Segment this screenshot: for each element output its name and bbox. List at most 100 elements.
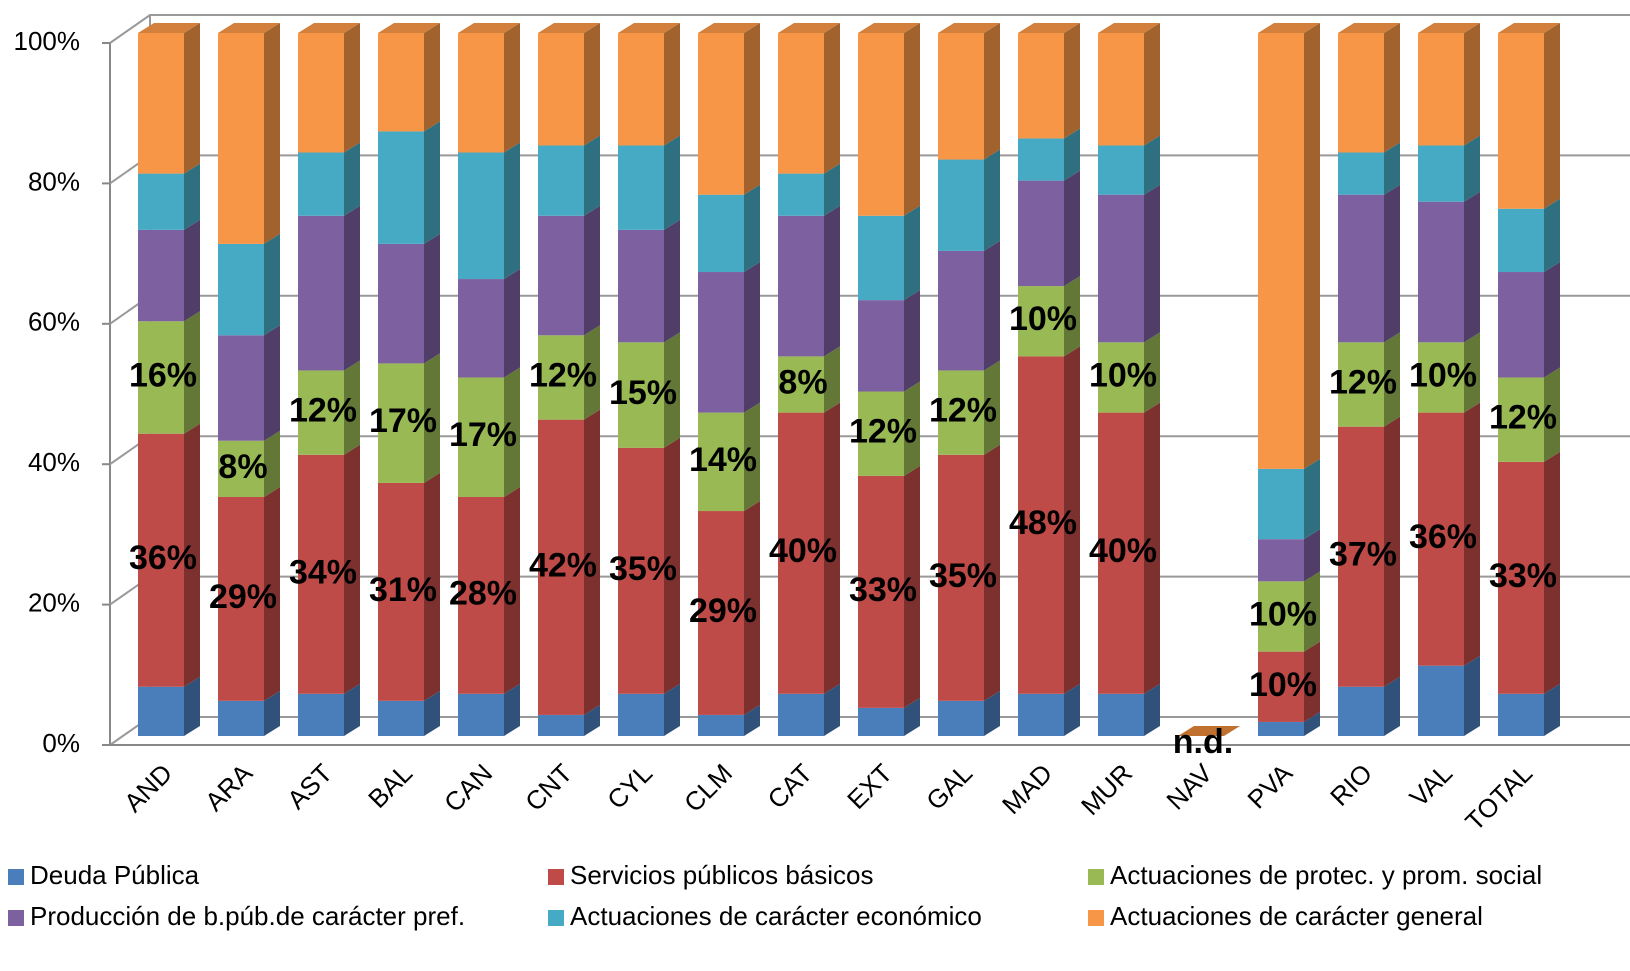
bar-top: [778, 23, 840, 33]
bar-side: [1384, 416, 1400, 687]
bar-top: [618, 23, 680, 33]
value-label: 33%: [1489, 557, 1557, 595]
bar-side: [1144, 184, 1160, 343]
bar-segment: [218, 700, 264, 736]
bar-segment: [298, 693, 344, 736]
bar-top: [938, 23, 1000, 33]
legend-label: Actuaciones de carácter general: [1110, 901, 1483, 931]
bar-side: [1064, 346, 1080, 694]
bar-top: [1418, 23, 1480, 33]
value-label: 17%: [449, 416, 517, 454]
bar-segment: [1418, 33, 1464, 146]
bar-segment: [1258, 33, 1304, 469]
bar-segment: [218, 33, 264, 244]
bar-segment: [458, 33, 504, 153]
bar-side: [824, 205, 840, 357]
bar-segment: [298, 454, 344, 694]
bar-side: [504, 683, 520, 736]
x-tick-label: ARA: [199, 757, 258, 816]
value-label: 10%: [1089, 356, 1157, 394]
bar-side: [1144, 332, 1160, 413]
bar-segment: [538, 215, 584, 336]
value-label: 10%: [1249, 666, 1317, 704]
bar-side: [1304, 641, 1320, 722]
bar-side: [984, 240, 1000, 371]
value-label: 35%: [929, 557, 997, 595]
legend-swatch: [8, 869, 24, 885]
value-label: 48%: [1009, 504, 1077, 542]
bar-segment: [698, 714, 744, 736]
value-label: 8%: [218, 448, 267, 486]
legend-swatch: [548, 910, 564, 926]
bar-segment: [538, 714, 584, 736]
bar-side: [504, 269, 520, 378]
bar-segment: [538, 145, 584, 216]
bar-side: [1544, 198, 1560, 273]
value-label: 29%: [209, 578, 277, 616]
bar-segment: [1018, 286, 1064, 357]
bar-side: [1544, 451, 1560, 694]
bar-segment: [1498, 461, 1544, 694]
bar-segment: [378, 482, 424, 701]
x-tick-label: AST: [281, 758, 338, 815]
y-tick-label: 40%: [28, 447, 80, 477]
bar-side: [584, 704, 600, 736]
bar-side: [1304, 571, 1320, 652]
bar-side: [1144, 135, 1160, 195]
bar-side: [504, 23, 520, 153]
value-label: 12%: [929, 392, 997, 430]
bar-segment: [1418, 412, 1464, 666]
bar-segment: [1338, 33, 1384, 153]
bar-side: [1544, 683, 1560, 736]
bar-segment: [538, 335, 584, 420]
bar-segment: [618, 229, 664, 343]
bar-side: [184, 163, 200, 230]
bar-segment: [138, 433, 184, 687]
bar-side: [984, 360, 1000, 455]
bar-side: [344, 683, 360, 736]
value-label: 8%: [778, 363, 827, 401]
bar-segment: [698, 412, 744, 512]
bar-side: [184, 311, 200, 434]
bar-segment: [1418, 201, 1464, 343]
x-tick-label: CLM: [678, 758, 738, 818]
bar-side: [1144, 23, 1160, 146]
bar-side: [504, 142, 520, 280]
x-tick-label: CNT: [519, 758, 578, 817]
bar-segment: [218, 335, 264, 441]
bar-segment: [1258, 581, 1304, 652]
bar-side: [1544, 23, 1560, 209]
bar-side: [264, 233, 280, 336]
x-tick-label: MAD: [996, 758, 1058, 820]
bar-top: [698, 23, 760, 33]
bar-side: [1304, 23, 1320, 469]
bar-side: [1384, 676, 1400, 736]
bar-segment: [138, 321, 184, 434]
value-label: 10%: [1009, 300, 1077, 338]
bar-segment: [778, 215, 824, 357]
bar-segment: [778, 412, 824, 694]
bar-segment: [1338, 194, 1384, 343]
bar-segment: [1098, 342, 1144, 413]
bar-segment: [698, 194, 744, 273]
legend-swatch: [1088, 910, 1104, 926]
bar-segment: [1098, 145, 1144, 195]
legend-label: Deuda Pública: [30, 860, 200, 890]
bar-segment: [138, 229, 184, 322]
bar-side: [824, 683, 840, 736]
bar-segment: [1018, 33, 1064, 139]
bar-segment: [1258, 468, 1304, 540]
bar-side: [1464, 332, 1480, 413]
legend-label: Producción de b.púb.de carácter pref.: [30, 901, 465, 931]
value-label: 16%: [129, 356, 197, 394]
bar-side: [424, 233, 440, 364]
bar-segment: [458, 496, 504, 694]
value-label: 37%: [1329, 536, 1397, 574]
bar-segment: [858, 215, 904, 301]
bar-side: [1384, 184, 1400, 343]
bar-segment: [1418, 145, 1464, 202]
bar-side: [584, 325, 600, 420]
bar-segment: [378, 33, 424, 132]
bar-segment: [1258, 721, 1304, 736]
x-tick-label: CYL: [601, 758, 658, 815]
